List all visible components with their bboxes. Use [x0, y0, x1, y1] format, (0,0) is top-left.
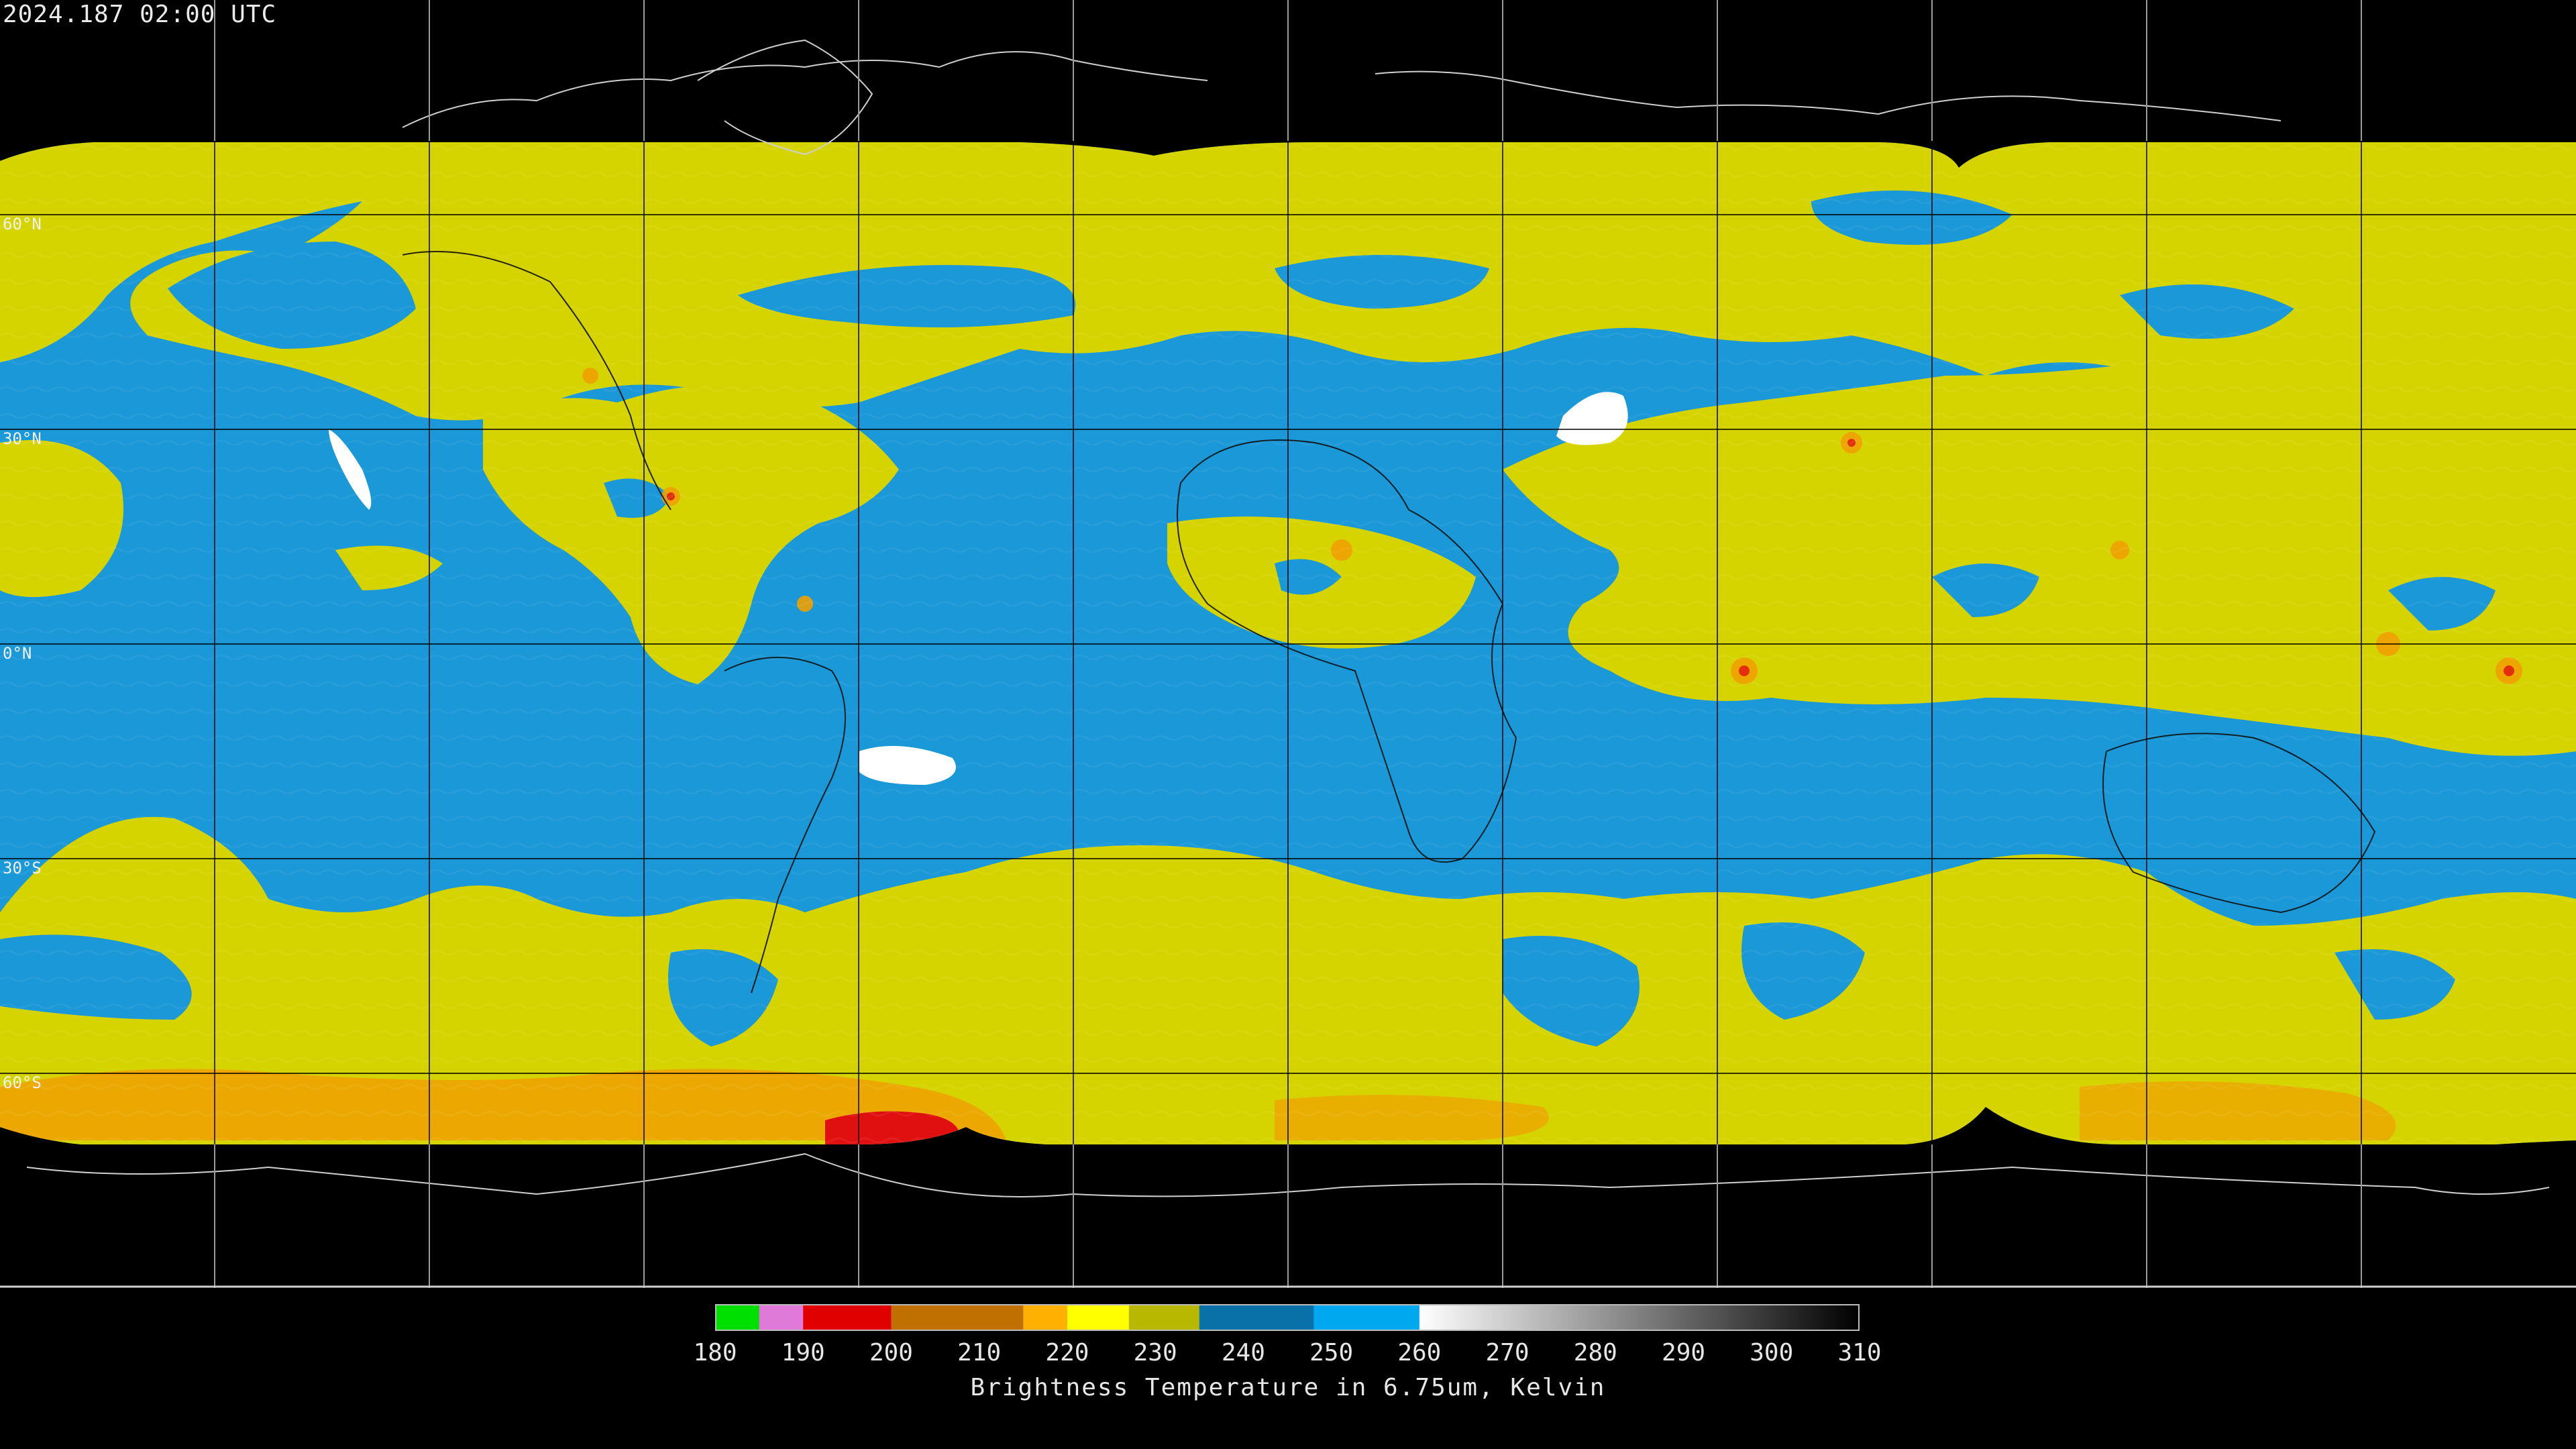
water-vapor-map [0, 0, 2576, 1288]
lat-label-30s: 30°S [3, 859, 42, 877]
colorbar-segment [1023, 1304, 1068, 1331]
colorbar-segment [891, 1304, 1024, 1331]
colorbar-tick-label: 300 [1750, 1339, 1794, 1366]
colorbar-segment [759, 1304, 804, 1331]
coastlines [402, 251, 2376, 994]
colorbar-tick-label: 190 [781, 1339, 825, 1366]
lat-label-30n: 30°N [3, 429, 42, 448]
colorbar-segment [1128, 1304, 1200, 1331]
colorbar-tick-label: 210 [957, 1339, 1002, 1366]
timestamp: 2024.187 02:00 UTC [3, 1, 277, 28]
colorbar-tick-label: 280 [1573, 1339, 1617, 1366]
colorbar-segment [1199, 1304, 1314, 1331]
colorbar-segment [1313, 1304, 1420, 1331]
colorbar-tick-label: 290 [1662, 1339, 1706, 1366]
colorbar-tick-label: 310 [1837, 1339, 1882, 1366]
colorbar-segment [803, 1304, 892, 1331]
colorbar-tick-label: 180 [693, 1339, 737, 1366]
colorbar-segment [1419, 1304, 1860, 1331]
graticule-outer [0, 0, 2576, 1288]
colorbar-tick-label: 230 [1133, 1339, 1177, 1366]
colorbar-segment [1067, 1304, 1130, 1331]
colorbar-tick-label: 260 [1397, 1339, 1442, 1366]
colorbar-tick-label: 220 [1045, 1339, 1089, 1366]
colorbar-tick-label: 270 [1485, 1339, 1529, 1366]
colorbar-tick-label: 240 [1221, 1339, 1265, 1366]
colorbar-segment [715, 1304, 760, 1331]
colorbar-tick-label: 250 [1309, 1339, 1354, 1366]
colorbar-tick-label: 200 [869, 1339, 913, 1366]
colorbar [715, 1304, 1860, 1331]
graticule [0, 214, 2576, 1074]
lat-label-60n: 60°N [3, 215, 42, 233]
lat-label-60s: 60°S [3, 1073, 42, 1092]
colorbar-title: Brightness Temperature in 6.75um, Kelvin [970, 1374, 1606, 1401]
lat-label-0n: 0°N [3, 644, 32, 663]
